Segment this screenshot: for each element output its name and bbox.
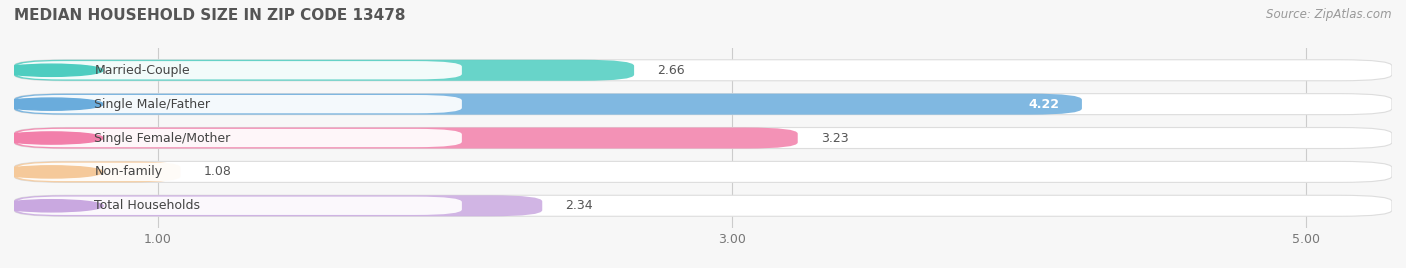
- FancyBboxPatch shape: [17, 129, 463, 147]
- Text: Non-family: Non-family: [94, 165, 163, 178]
- FancyBboxPatch shape: [14, 128, 797, 148]
- FancyBboxPatch shape: [14, 94, 1392, 115]
- Circle shape: [0, 98, 103, 110]
- Text: 4.22: 4.22: [1028, 98, 1059, 111]
- FancyBboxPatch shape: [14, 195, 1392, 216]
- Text: 2.66: 2.66: [657, 64, 685, 77]
- FancyBboxPatch shape: [14, 94, 1083, 115]
- FancyBboxPatch shape: [17, 61, 463, 79]
- Text: Single Male/Father: Single Male/Father: [94, 98, 211, 111]
- Text: MEDIAN HOUSEHOLD SIZE IN ZIP CODE 13478: MEDIAN HOUSEHOLD SIZE IN ZIP CODE 13478: [14, 8, 405, 23]
- FancyBboxPatch shape: [17, 163, 463, 181]
- FancyBboxPatch shape: [14, 195, 543, 216]
- FancyBboxPatch shape: [14, 161, 1392, 183]
- Text: Single Female/Mother: Single Female/Mother: [94, 132, 231, 144]
- FancyBboxPatch shape: [17, 95, 463, 113]
- Circle shape: [0, 166, 103, 178]
- Circle shape: [0, 132, 103, 144]
- FancyBboxPatch shape: [17, 197, 463, 215]
- Text: Source: ZipAtlas.com: Source: ZipAtlas.com: [1267, 8, 1392, 21]
- Text: Total Households: Total Households: [94, 199, 201, 212]
- FancyBboxPatch shape: [14, 60, 1392, 81]
- Text: 3.23: 3.23: [821, 132, 848, 144]
- Text: Married-Couple: Married-Couple: [94, 64, 190, 77]
- Circle shape: [0, 64, 103, 76]
- Text: 1.08: 1.08: [204, 165, 232, 178]
- Text: 2.34: 2.34: [565, 199, 593, 212]
- Circle shape: [0, 200, 103, 212]
- FancyBboxPatch shape: [14, 161, 180, 183]
- FancyBboxPatch shape: [14, 128, 1392, 148]
- FancyBboxPatch shape: [14, 60, 634, 81]
